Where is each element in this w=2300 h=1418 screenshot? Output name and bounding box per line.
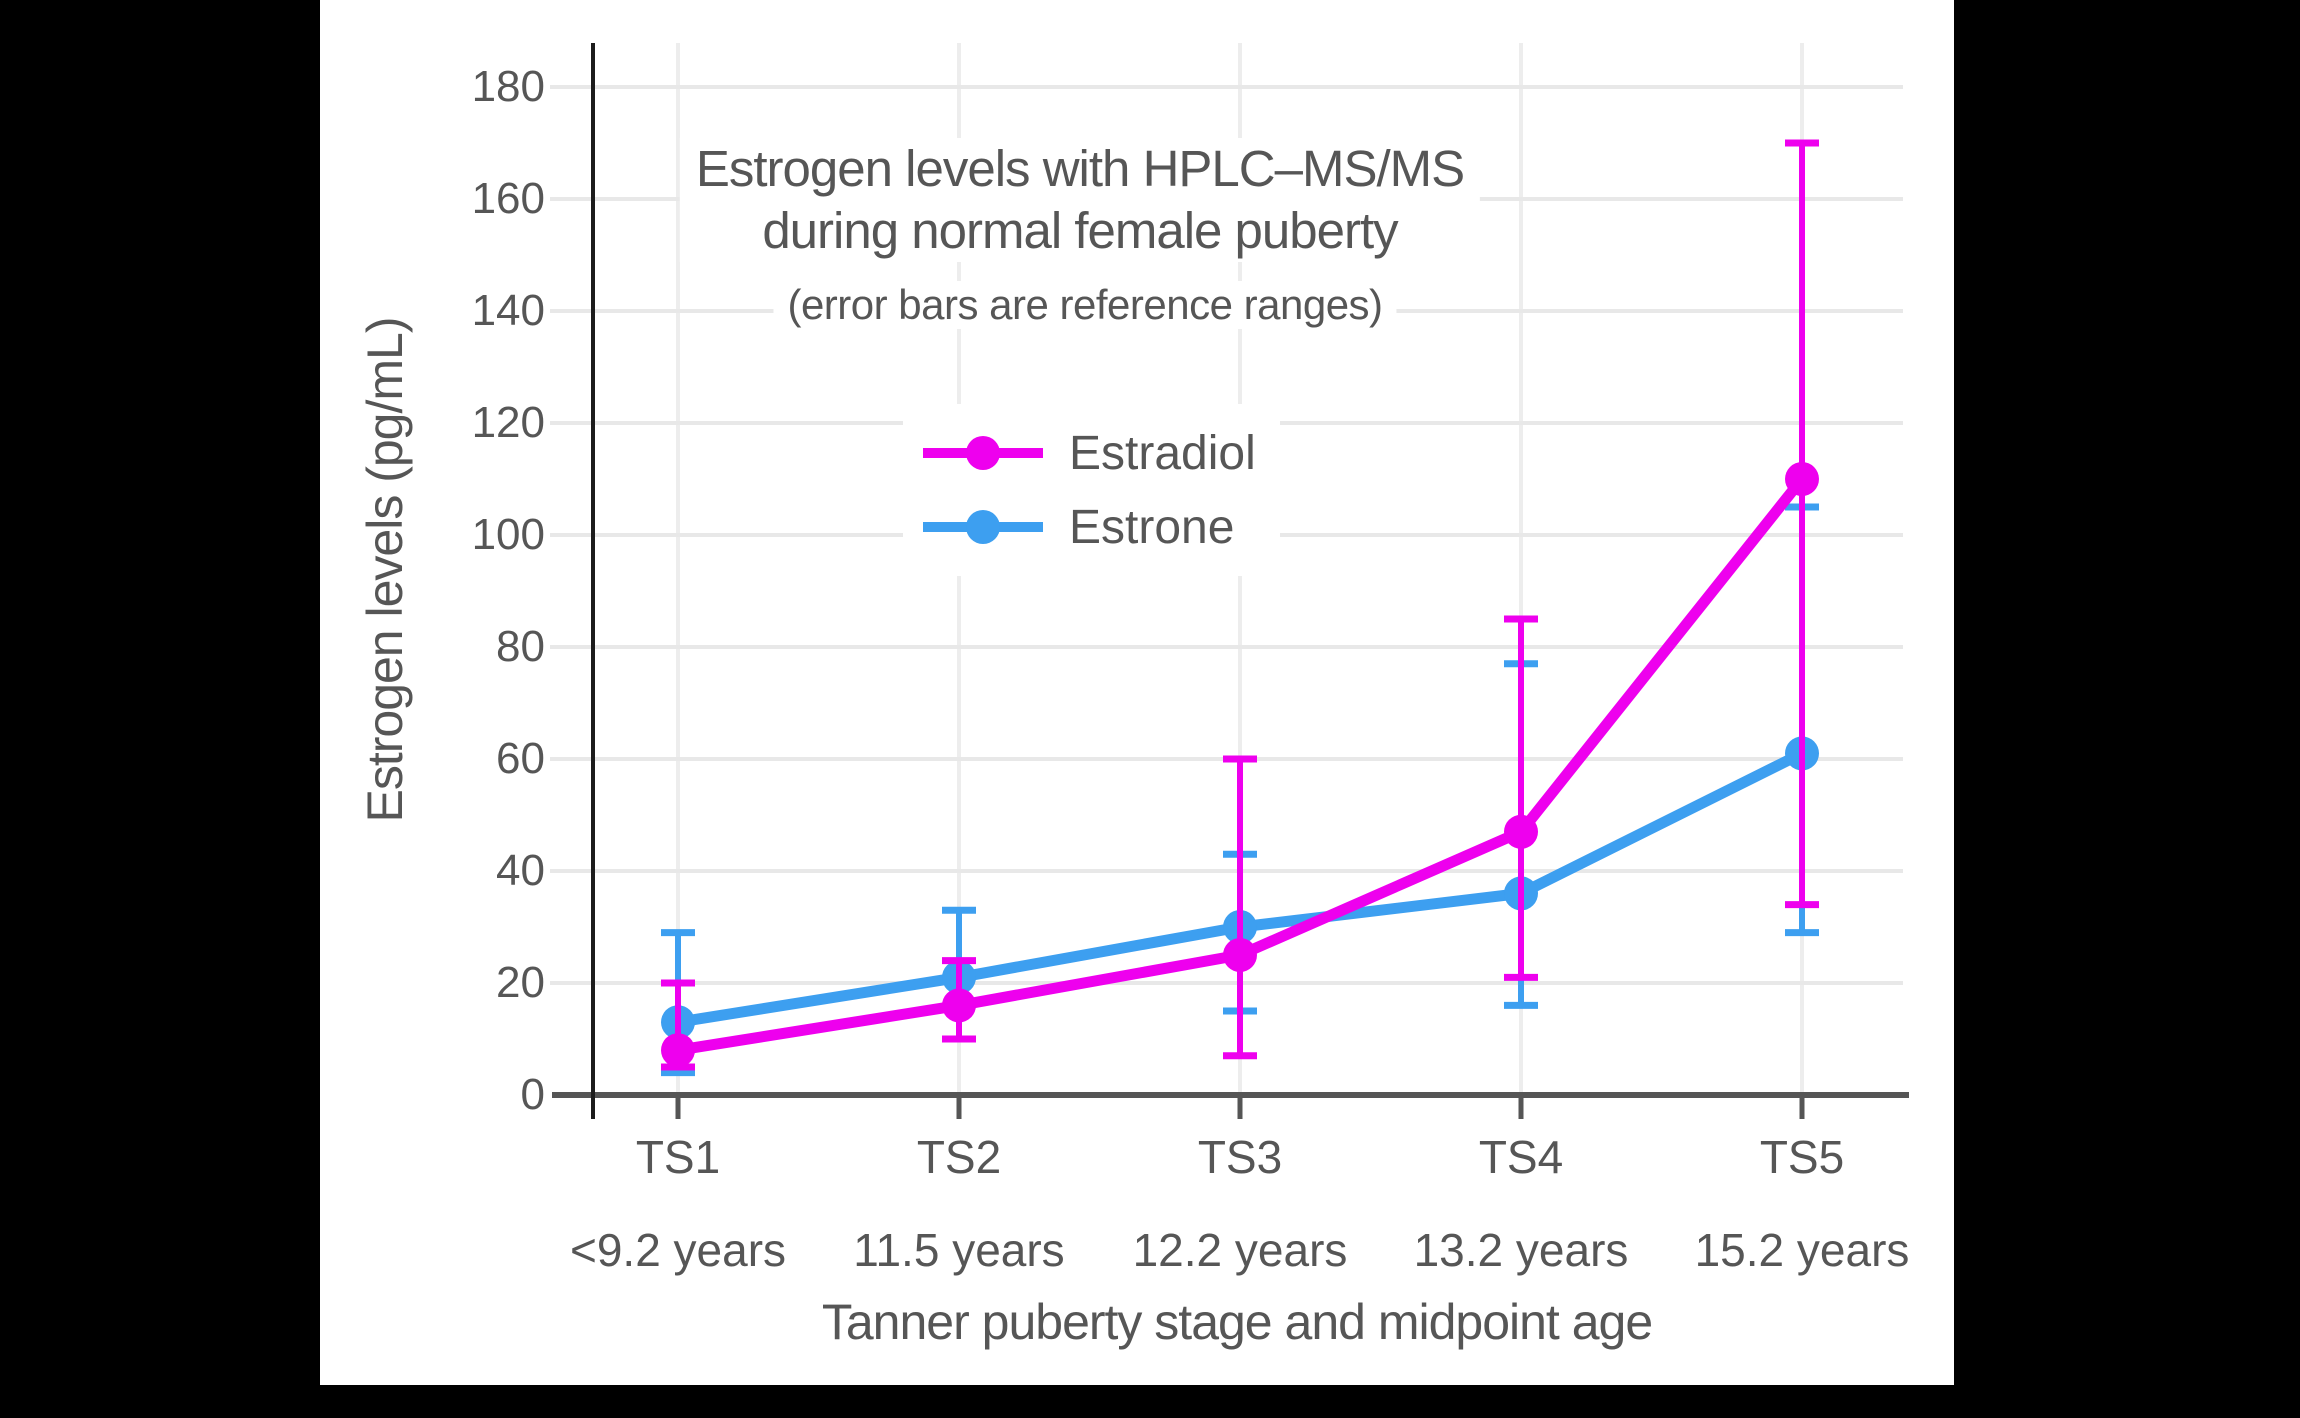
y-axis-title: Estrogen levels (pg/mL) <box>357 317 413 823</box>
y-tick-label: 160 <box>471 174 545 223</box>
legend-label-estradiol: Estradiol <box>1069 426 1256 480</box>
y-tick-label: 60 <box>496 734 545 783</box>
x-age-label: 12.2 years <box>1132 1224 1348 1276</box>
y-tick-label: 40 <box>496 846 545 895</box>
legend-item-estradiol: Estradiol <box>921 416 1256 490</box>
y-tick-label: 140 <box>471 286 545 335</box>
y-tick-label: 100 <box>471 510 545 559</box>
chart-title: Estrogen levels with HPLC–MS/MS during n… <box>679 138 1481 262</box>
x-tick-label: TS3 <box>1197 1131 1283 1183</box>
x-tick-label: TS5 <box>1759 1131 1845 1183</box>
x-age-label: 11.5 years <box>853 1224 1065 1276</box>
y-tick-label: 180 <box>471 62 545 111</box>
chart-subtitle: (error bars are reference ranges) <box>773 281 1397 329</box>
x-age-label: 15.2 years <box>1694 1224 1910 1276</box>
x-axis-title: Tanner puberty stage and midpoint age <box>821 1294 1653 1350</box>
chart-title-line2: during normal female puberty <box>762 202 1398 259</box>
x-age-label: <9.2 years <box>569 1224 787 1276</box>
estrone-line-marker-icon <box>923 510 1043 544</box>
x-tick-label: TS2 <box>916 1131 1002 1183</box>
estradiol-line-marker-icon <box>923 436 1043 470</box>
y-tick-label: 120 <box>471 398 545 447</box>
y-tick-label: 0 <box>520 1070 545 1119</box>
x-tick-label: TS4 <box>1478 1131 1564 1183</box>
y-tick-label: 80 <box>496 622 545 671</box>
legend: Estradiol Estrone <box>903 404 1280 576</box>
x-age-label: 13.2 years <box>1413 1224 1629 1276</box>
legend-item-estrone: Estrone <box>921 490 1256 564</box>
y-tick-label: 20 <box>496 958 545 1007</box>
x-tick-label: TS1 <box>635 1131 721 1183</box>
chart-title-line1: Estrogen levels with HPLC–MS/MS <box>695 140 1465 197</box>
legend-label-estrone: Estrone <box>1069 500 1235 554</box>
